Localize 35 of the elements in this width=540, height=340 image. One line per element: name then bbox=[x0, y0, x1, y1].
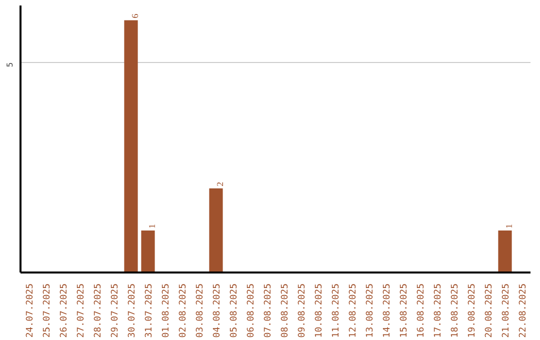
x-tick-label: 28.07.2025 bbox=[94, 283, 104, 338]
x-tick-label: 26.07.2025 bbox=[60, 283, 70, 338]
x-tick-label: 20.08.2025 bbox=[484, 283, 494, 338]
x-tick-label: 19.08.2025 bbox=[468, 283, 478, 338]
x-tick-label: 04.08.2025 bbox=[212, 283, 222, 338]
x-tick-label: 09.08.2025 bbox=[298, 283, 308, 338]
data-label: 2 bbox=[215, 182, 225, 186]
x-tick-label: 15.08.2025 bbox=[400, 283, 410, 338]
x-tick-label: 11.08.2025 bbox=[332, 283, 342, 338]
x-tick-label: 24.07.2025 bbox=[26, 283, 36, 338]
x-tick-label: 22.08.2025 bbox=[518, 283, 528, 338]
x-tick-label: 08.08.2025 bbox=[280, 283, 290, 338]
data-label: 1 bbox=[504, 224, 514, 228]
y-tick-label: 5 bbox=[6, 62, 14, 68]
data-label: 6 bbox=[130, 13, 140, 18]
x-tick-label: 30.07.2025 bbox=[128, 283, 138, 338]
x-tick-label: 02.08.2025 bbox=[178, 283, 188, 338]
x-tick-label: 14.08.2025 bbox=[382, 283, 392, 338]
x-tick-label: 06.08.2025 bbox=[246, 283, 256, 338]
x-tick-label: 16.08.2025 bbox=[416, 283, 426, 338]
x-tick-label: 18.08.2025 bbox=[450, 283, 460, 338]
x-tick-label: 29.07.2025 bbox=[110, 283, 120, 338]
x-tick-label: 12.08.2025 bbox=[348, 283, 358, 338]
x-tick-label: 05.08.2025 bbox=[230, 283, 240, 338]
x-tick-label: 17.08.2025 bbox=[434, 283, 444, 338]
x-tick-label: 21.08.2025 bbox=[502, 283, 512, 338]
x-tick-label: 01.08.2025 bbox=[162, 283, 172, 338]
x-tick-label: 07.08.2025 bbox=[264, 283, 274, 338]
x-tick-label: 13.08.2025 bbox=[366, 283, 376, 338]
x-tick-label: 25.07.2025 bbox=[42, 283, 52, 338]
x-tick-label: 10.08.2025 bbox=[314, 283, 324, 338]
x-tick-label: 31.07.2025 bbox=[144, 283, 154, 338]
x-tick-label: 03.08.2025 bbox=[196, 283, 206, 338]
data-label: 1 bbox=[147, 224, 157, 228]
x-tick-label: 27.07.2025 bbox=[76, 283, 86, 338]
